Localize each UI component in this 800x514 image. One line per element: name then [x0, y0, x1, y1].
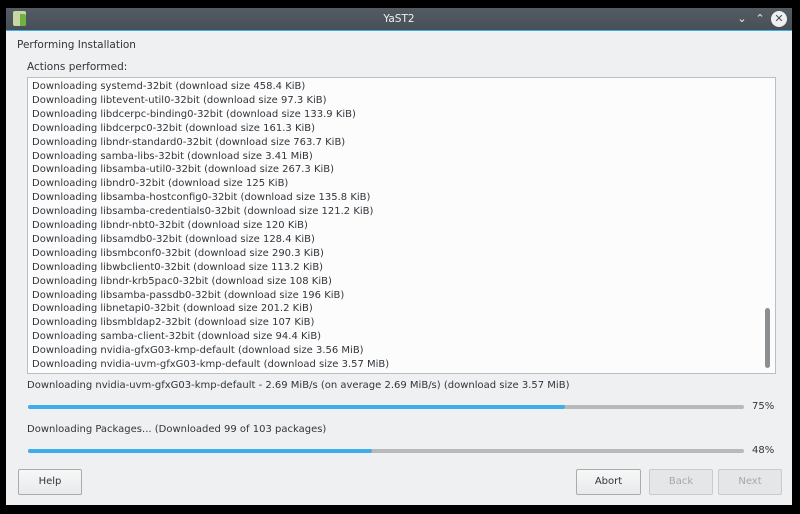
- help-button[interactable]: Help: [18, 469, 82, 495]
- actions-log[interactable]: Downloading systemd-32bit (download size…: [27, 77, 776, 374]
- close-icon: ✕: [774, 12, 784, 25]
- list-item: Downloading libsamba-credentials0-32bit …: [32, 206, 374, 218]
- list-item: Downloading samba-libs-32bit (download s…: [32, 150, 313, 162]
- list-item: Downloading nvidia-gfxG03-kmp-default (d…: [32, 345, 364, 357]
- list-item: Downloading libsamba-passdb0-32bit (down…: [32, 289, 345, 301]
- list-item: Downloading libsamdb0-32bit (download si…: [32, 233, 315, 245]
- list-item: Downloading libndr0-32bit (download size…: [32, 178, 289, 190]
- list-item: Downloading libsmbconf0-32bit (download …: [32, 247, 324, 259]
- yast-app-icon: [13, 11, 26, 26]
- list-item: Downloading libdcerpc0-32bit (download s…: [32, 122, 316, 134]
- list-item: Downloading libndr-nbt0-32bit (download …: [32, 220, 308, 231]
- list-item: Downloading nvidia-uvm-gfxG03-kmp-defaul…: [32, 359, 390, 370]
- overall-progress-bar: [28, 449, 744, 453]
- list-item: Downloading libsamba-hostconfig0-32bit (…: [32, 192, 371, 204]
- chevron-down-icon: ⌄: [737, 12, 747, 25]
- maximize-button[interactable]: ⌃: [752, 11, 768, 27]
- list-item: Downloading libsamba-util0-32bit (downlo…: [32, 164, 335, 176]
- overall-progress-text: Downloading Packages... (Downloaded 99 o…: [27, 424, 327, 435]
- yast-window: YaST2 ⌄ ⌃ ✕ Performing Installation Acti…: [6, 8, 792, 505]
- abort-button[interactable]: Abort: [576, 469, 641, 495]
- next-button[interactable]: Next: [718, 469, 782, 495]
- current-download-progress-bar: [28, 405, 744, 409]
- window-title: YaST2: [383, 13, 415, 25]
- minimize-button[interactable]: ⌄: [734, 11, 750, 27]
- page-title: Performing Installation: [17, 39, 136, 51]
- list-item: Downloading systemd-32bit (download size…: [32, 81, 306, 92]
- close-button[interactable]: ✕: [771, 11, 787, 27]
- overall-percent: 48%: [752, 445, 775, 456]
- progress-fill: [28, 449, 372, 453]
- list-item: Downloading samba-client-32bit (download…: [32, 331, 322, 343]
- progress-fill: [28, 405, 565, 409]
- current-download-text: Downloading nvidia-uvm-gfxG03-kmp-defaul…: [27, 380, 570, 391]
- list-item: Downloading libtevent-util0-32bit (downl…: [32, 94, 327, 106]
- scrollbar-handle[interactable]: [765, 308, 770, 368]
- list-item: Downloading libndr-standard0-32bit (down…: [32, 136, 346, 148]
- chevron-up-icon: ⌃: [755, 12, 765, 25]
- list-item: Downloading libsmbldap2-32bit (download …: [32, 317, 315, 329]
- back-button[interactable]: Back: [649, 469, 713, 495]
- title-bar[interactable]: YaST2 ⌄ ⌃ ✕: [6, 8, 792, 31]
- actions-label: Actions performed:: [27, 61, 128, 73]
- list-item: Downloading libndr-krb5pac0-32bit (downl…: [32, 275, 332, 287]
- current-download-percent: 75%: [752, 401, 775, 412]
- list-item: Downloading libdcerpc-binding0-32bit (do…: [32, 108, 356, 120]
- list-item: Downloading libwbclient0-32bit (download…: [32, 261, 324, 273]
- list-item: Downloading libnetapi0-32bit (download s…: [32, 303, 313, 315]
